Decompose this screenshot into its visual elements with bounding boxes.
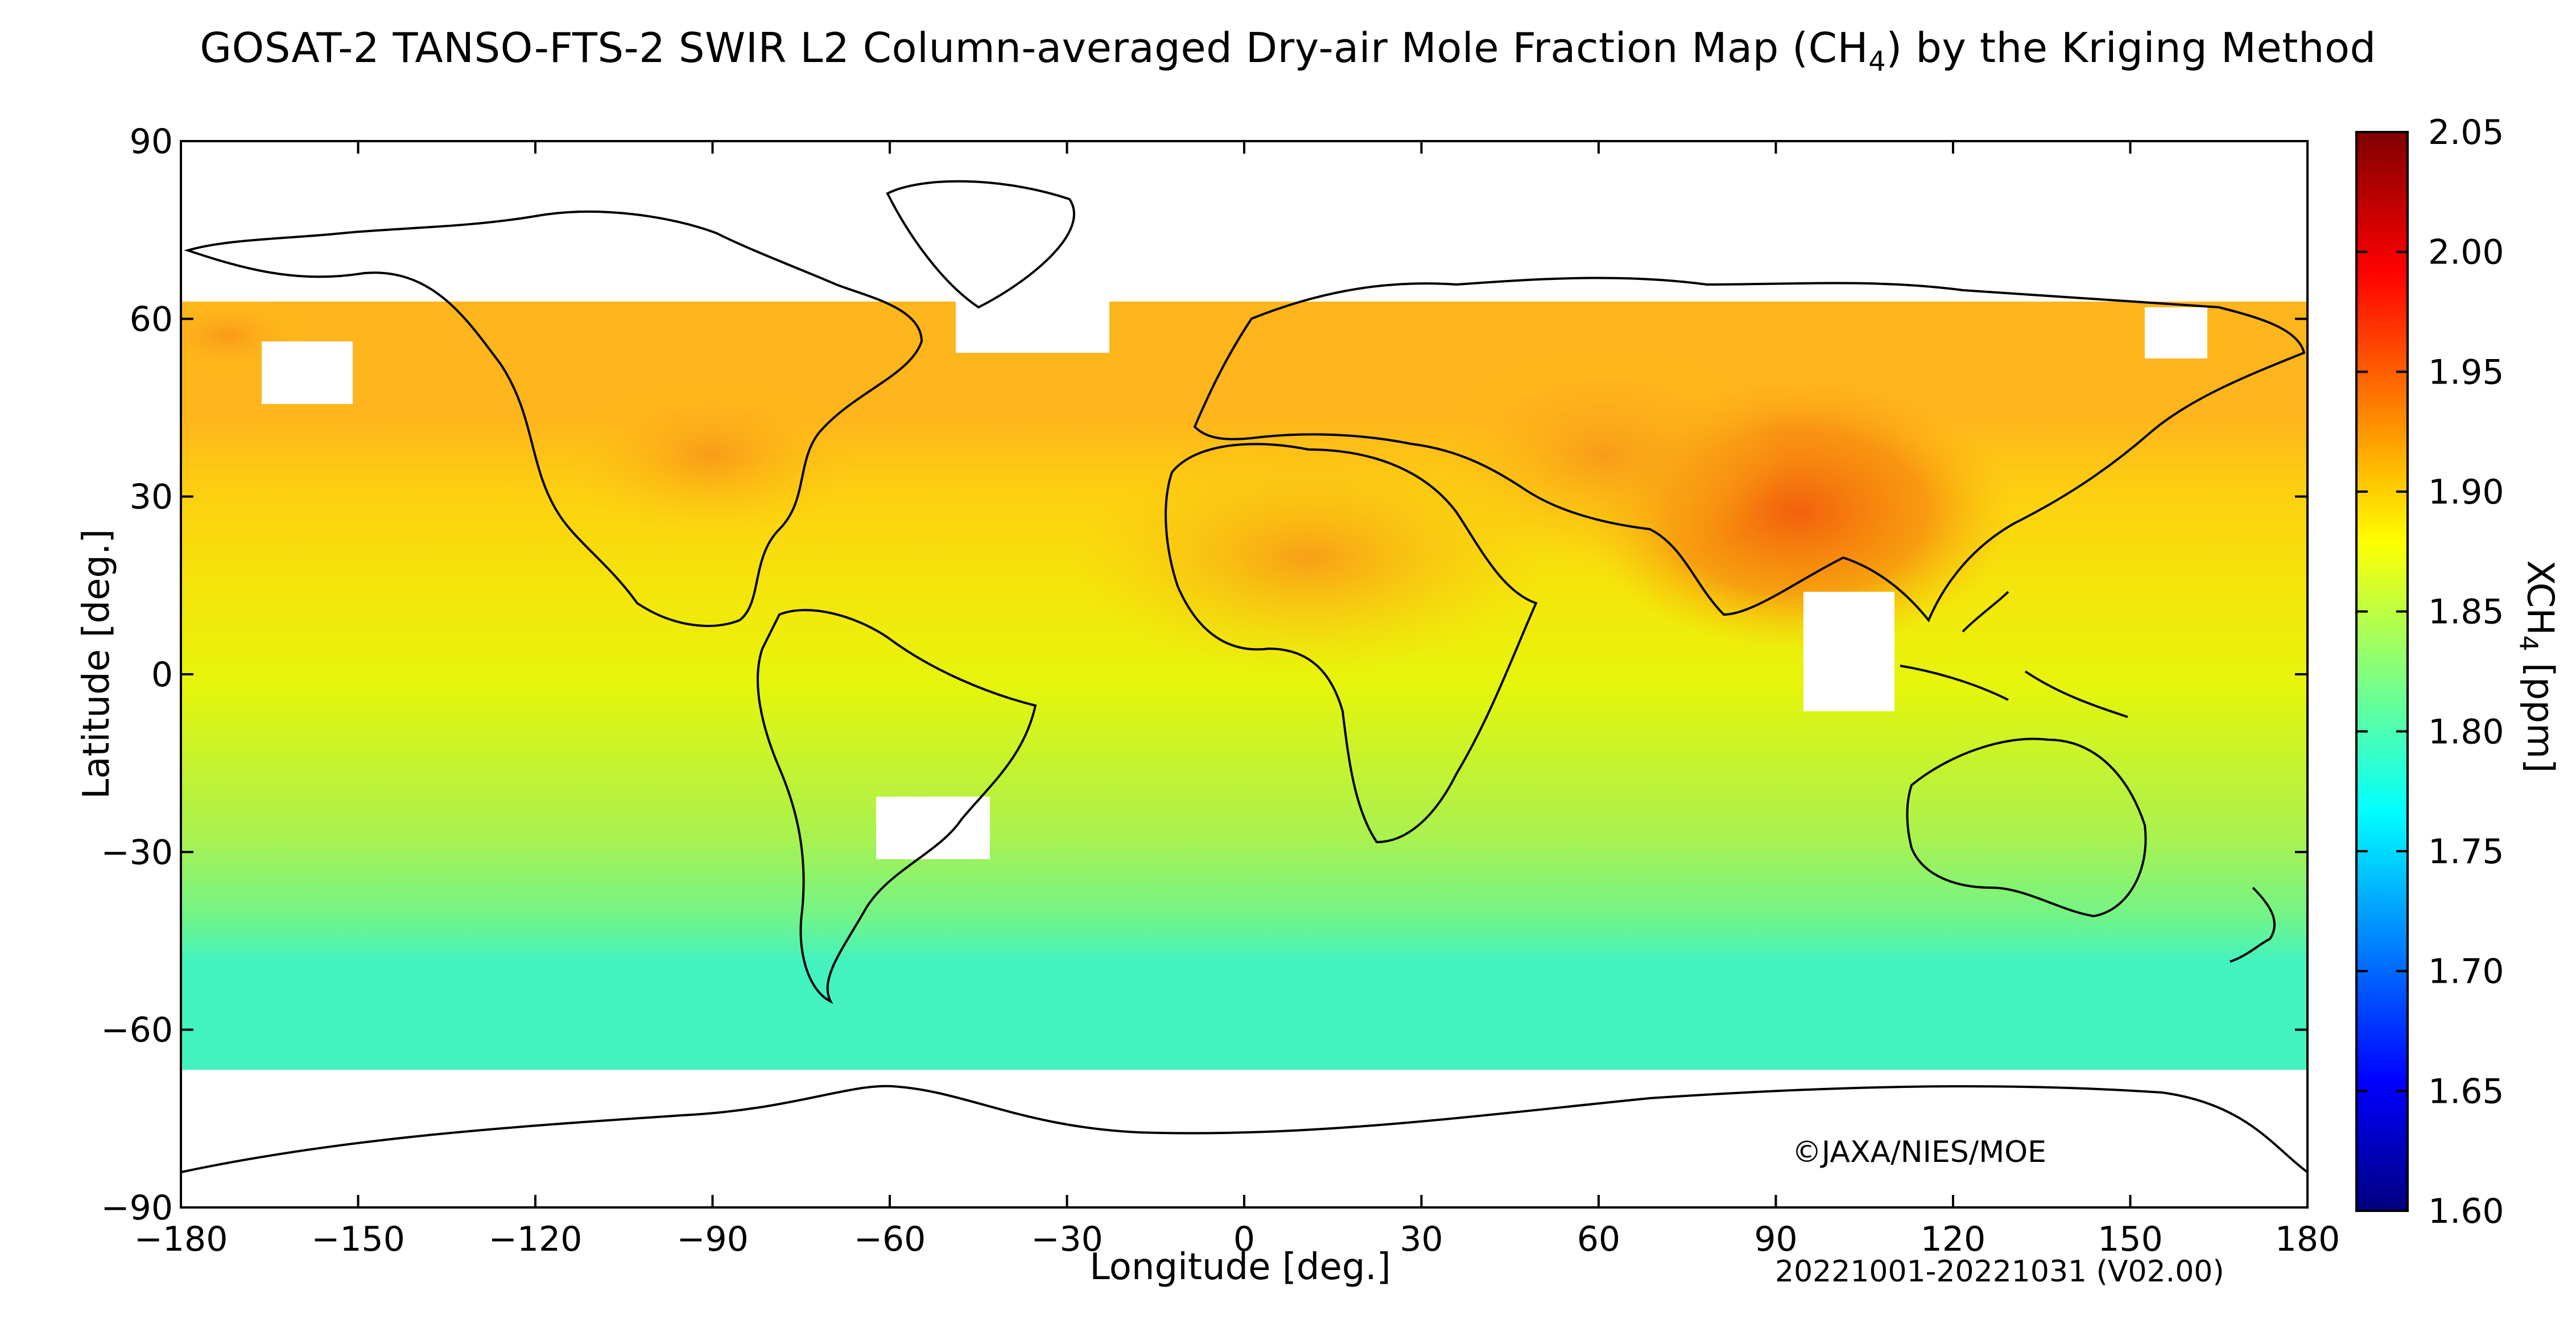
y-tick-label: 0	[151, 655, 173, 695]
x-tick-labels: −180 −150 −120 −90 −60 −30 0 30 60 90 120 150 180	[134, 1219, 2340, 1259]
colorbar-label: XCH4 [ppm]	[2513, 560, 2561, 773]
x-tick-label: −150	[311, 1219, 405, 1259]
x-tick-label: 150	[2098, 1219, 2163, 1259]
y-tick-label: 60	[130, 299, 173, 339]
colorbar-tick-label: 1.90	[2428, 472, 2504, 512]
x-tick-marks	[180, 141, 2309, 1207]
x-tick-label: 0	[1233, 1219, 1255, 1259]
y-axis-label: Latitude [deg.]	[76, 529, 118, 799]
x-tick-label: 60	[1577, 1219, 1620, 1259]
colorbar-tick-label: 1.85	[2428, 592, 2504, 632]
xch4-field	[181, 141, 2307, 1207]
y-tick-labels: 90 60 30 0 −30 −60 −90	[101, 122, 173, 1228]
x-tick-label: −30	[1031, 1219, 1103, 1259]
colorbar-tick-label: 2.00	[2428, 233, 2504, 273]
x-tick-label: −180	[134, 1219, 228, 1259]
colorbar-tick-label: 1.75	[2428, 832, 2504, 872]
map-title: GOSAT-2 TANSO-FTS-2 SWIR L2 Column-avera…	[200, 24, 2376, 78]
y-tick-label: 30	[130, 477, 173, 517]
x-tick-label: −90	[676, 1219, 749, 1259]
x-tick-label: 30	[1400, 1219, 1443, 1259]
x-tick-label: 120	[1921, 1219, 1986, 1259]
colorbar-tick-marks	[2356, 131, 2408, 1212]
y-tick-label: −90	[101, 1188, 173, 1228]
colorbar	[2355, 131, 2409, 1212]
x-axis-label: Longitude [deg.]	[1089, 1246, 1391, 1288]
x-tick-label: −120	[489, 1219, 583, 1259]
colorbar-tick-labels: 2.05 2.00 1.95 1.90 1.85 1.80 1.75 1.70 1.65 1.60	[2428, 113, 2504, 1231]
x-tick-label: 180	[2275, 1219, 2340, 1259]
x-tick-label: 90	[1754, 1219, 1797, 1259]
coastlines	[181, 180, 2307, 1173]
x-tick-label: −60	[854, 1219, 926, 1259]
copyright-text: ©JAXA/NIES/MOE	[1792, 1135, 2046, 1169]
colorbar-tick-label: 1.60	[2428, 1192, 2504, 1231]
colorbar-tick-label: 1.95	[2428, 352, 2504, 392]
y-tick-marks	[181, 140, 2307, 1209]
colorbar-tick-label: 1.70	[2428, 952, 2504, 992]
colorbar-tick-label: 1.65	[2428, 1071, 2504, 1111]
y-tick-label: −30	[101, 832, 173, 872]
colorbar-tick-label: 1.80	[2428, 712, 2504, 752]
colorbar-tick-label: 2.05	[2428, 113, 2504, 152]
y-tick-label: 90	[130, 122, 173, 162]
y-tick-label: −60	[101, 1011, 173, 1050]
period-version-text: 20221001-20221031 (V02.00)	[1775, 1255, 2224, 1289]
